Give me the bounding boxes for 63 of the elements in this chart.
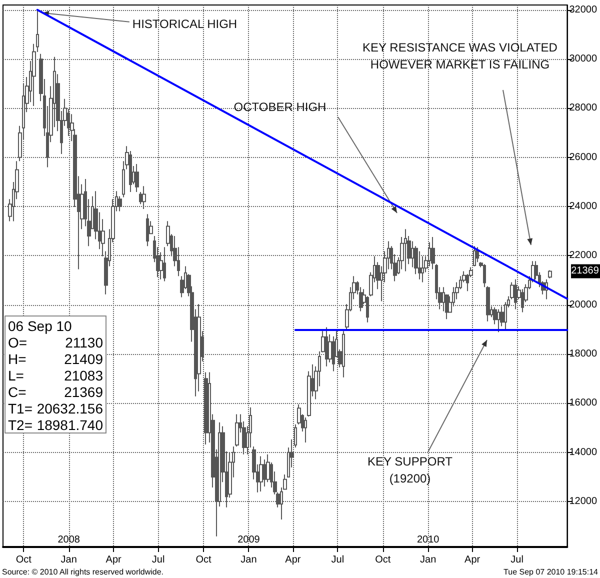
annotation: KEY SUPPORT (19200) (368, 454, 454, 486)
annotation: OCTOBER HIGH (234, 100, 326, 114)
candlestick (163, 246, 166, 282)
annotation: 21369 (64, 384, 104, 400)
candlestick (142, 186, 146, 210)
annotation: 06 Sep 10 (8, 318, 72, 334)
candlestick (325, 326, 328, 367)
y-tick-label: 18000 (569, 348, 598, 360)
candlestick (431, 236, 435, 270)
annotation: T2= 18981.740 (8, 417, 104, 433)
annotation: HISTORICAL HIGH (132, 16, 238, 31)
y-tick-label: 16000 (569, 398, 598, 409)
candlestick (476, 246, 479, 263)
x-tick-label: Oct (16, 554, 32, 566)
y-tick-label: 22000 (569, 250, 598, 262)
annotation: KEY RESISTANCE WAS VIOLATED HOWEVER MARKET IS FAILING (362, 40, 558, 72)
x-tick-label: Apr (106, 554, 122, 566)
candlestick (304, 416, 307, 444)
candlestick (548, 270, 552, 279)
x-tick-label: Jan (420, 554, 436, 566)
y-tick-label: 26000 (569, 152, 598, 163)
candlestick (497, 308, 500, 333)
candlestick (483, 264, 486, 288)
candlestick (259, 456, 263, 492)
source-note: Source: © 2010 All rights reserved worldwide. (2, 568, 164, 576)
y-tick-label: 32000 (569, 4, 598, 16)
candlestick (235, 414, 239, 447)
y-tick-label: 20000 (569, 299, 598, 310)
x-tick-label: Oct (196, 554, 212, 566)
candlestick (342, 330, 345, 378)
candlestick (486, 286, 490, 322)
x-tick-label: Apr (464, 554, 481, 566)
y-tick-label: 28000 (569, 102, 598, 114)
text: Tue Sep 07 2010 19:15:14 (504, 568, 599, 576)
x-tick-label: Jul (152, 554, 165, 566)
y-tick-label: 24000 (569, 201, 598, 212)
candlestick (294, 424, 297, 448)
candlestick (135, 164, 139, 193)
x-tick-label: Jul (510, 554, 524, 566)
text: L= 21083 (8, 368, 103, 384)
candlestick (404, 228, 407, 272)
x-tick-label: Jan (60, 554, 77, 566)
candlestick (514, 278, 517, 310)
x2-tick-label: 2009 (238, 534, 260, 546)
x2-tick-label: 2008 (58, 534, 80, 546)
text: C= (8, 384, 26, 400)
y-tick-label: 30000 (569, 54, 598, 65)
x-tick-label: Apr (285, 554, 302, 566)
text: O= 21130 (8, 334, 103, 350)
x-tick-label: Oct (375, 554, 391, 566)
candlestick (263, 458, 266, 488)
candlestick (146, 214, 149, 247)
y-tick-label: 12000 (569, 496, 598, 508)
candlestick (204, 372, 208, 445)
x2-tick-label: 2010 (416, 534, 440, 546)
x-tick-label: Jan (240, 554, 257, 566)
text: H= 21409 (8, 351, 103, 367)
y-tick-label: 14000 (569, 446, 598, 458)
annotation: T1= 20632.156 (8, 400, 104, 416)
candlestick (421, 256, 424, 283)
text: 21369 (571, 266, 599, 277)
candlestick (473, 246, 476, 267)
x-tick-label: Jul (331, 554, 344, 566)
